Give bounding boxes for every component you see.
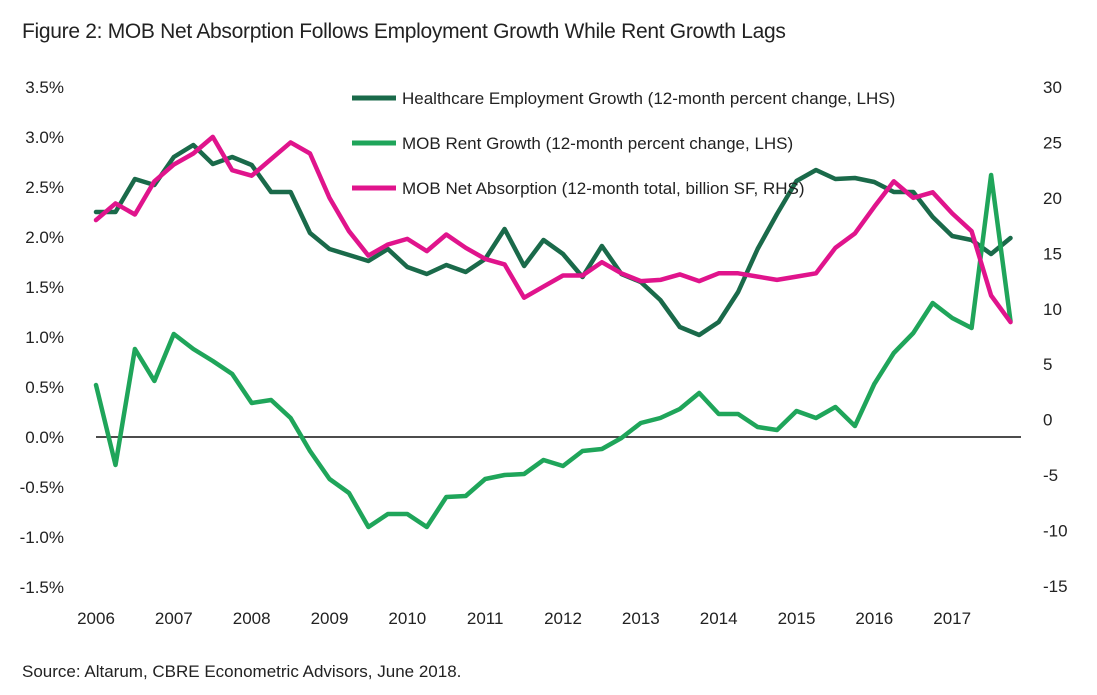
x-tick-label: 2008 bbox=[233, 609, 271, 628]
left-y-tick-label: -0.5% bbox=[20, 478, 64, 497]
legend: Healthcare Employment Growth (12-month p… bbox=[352, 89, 895, 198]
series-line-1 bbox=[93, 142, 1013, 338]
chart-title: Figure 2: MOB Net Absorption Follows Emp… bbox=[22, 20, 786, 43]
x-axis: 2006 2007 2008 2009 2010 2011 2012 2013 2014 2015… bbox=[77, 609, 971, 628]
right-y-tick-label: 15 bbox=[1043, 244, 1062, 263]
right-y-tick-label: -5 bbox=[1043, 466, 1058, 485]
legend-label: Healthcare Employment Growth (12-month p… bbox=[402, 89, 895, 108]
x-tick-label: 2006 bbox=[77, 609, 115, 628]
left-y-tick-label: 2.0% bbox=[25, 228, 64, 247]
left-y-tick-label: 1.5% bbox=[25, 278, 64, 297]
legend-label: MOB Rent Growth (12-month percent change… bbox=[402, 134, 793, 153]
right-y-tick-label: 5 bbox=[1043, 355, 1052, 374]
x-tick-label: 2010 bbox=[388, 609, 426, 628]
right-y-tick-label: -10 bbox=[1043, 522, 1068, 541]
left-y-tick-label: 3.5% bbox=[25, 78, 64, 97]
left-y-tick-label: 2.5% bbox=[25, 178, 64, 197]
left-y-tick-label: 3.0% bbox=[25, 128, 64, 147]
left-y-axis: 3.5% 3.0% 2.5% 2.0% 1.5% 1.0% 0.5% 0.0% -0.5% -1.… bbox=[20, 78, 64, 597]
x-tick-label: 2012 bbox=[544, 609, 582, 628]
left-y-tick-label: 0.5% bbox=[25, 378, 64, 397]
left-y-tick-label: 0.0% bbox=[25, 428, 64, 447]
x-tick-label: 2016 bbox=[855, 609, 893, 628]
right-y-tick-label: 10 bbox=[1043, 300, 1062, 319]
series-layer bbox=[93, 134, 1013, 530]
right-y-tick-label: 0 bbox=[1043, 411, 1052, 430]
x-tick-label: 2011 bbox=[467, 609, 504, 628]
x-tick-label: 2017 bbox=[933, 609, 971, 628]
left-y-tick-label: 1.0% bbox=[25, 328, 64, 347]
x-tick-label: 2007 bbox=[155, 609, 193, 628]
right-y-tick-label: 20 bbox=[1043, 189, 1062, 208]
chart-source: Source: Altarum, CBRE Econometric Adviso… bbox=[22, 662, 462, 681]
left-y-tick-label: -1.5% bbox=[20, 578, 64, 597]
x-tick-label: 2009 bbox=[311, 609, 349, 628]
x-tick-label: 2013 bbox=[622, 609, 660, 628]
series-line-2 bbox=[93, 172, 1013, 530]
x-tick-label: 2015 bbox=[778, 609, 816, 628]
right-y-tick-label: 25 bbox=[1043, 133, 1062, 152]
series-line-3 bbox=[93, 134, 1013, 325]
left-y-tick-label: -1.0% bbox=[20, 528, 64, 547]
legend-label: MOB Net Absorption (12-month total, bill… bbox=[402, 179, 805, 198]
right-y-tick-label: -15 bbox=[1043, 577, 1068, 596]
x-tick-label: 2014 bbox=[700, 609, 738, 628]
right-y-axis: 30 25 20 15 10 5 0 -5 -10 -15 bbox=[1043, 78, 1068, 596]
right-y-tick-label: 30 bbox=[1043, 78, 1062, 97]
